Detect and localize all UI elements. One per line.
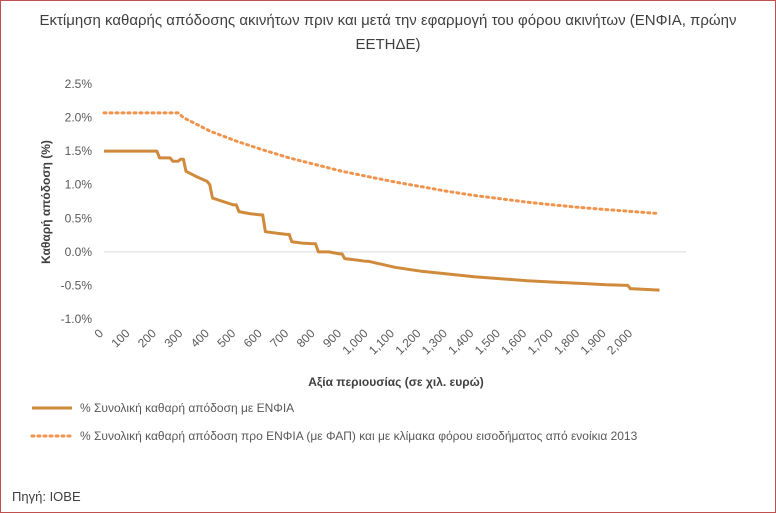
x-axis-title: Αξία περιουσίας (σε χιλ. ευρώ)	[308, 375, 484, 389]
y-tick-label: -0.5%	[61, 278, 93, 292]
x-tick-label: 800	[294, 326, 318, 350]
source-note: Πηγή: ΙΟΒΕ	[12, 489, 81, 504]
x-tick-label: 100	[109, 326, 133, 350]
y-tick-label: 2.5%	[65, 77, 93, 91]
y-tick-label: 1.5%	[65, 144, 93, 158]
x-tick-label: 200	[135, 326, 159, 350]
x-tick-label: 600	[241, 326, 265, 350]
y-tick-label: 0.0%	[65, 245, 93, 259]
x-tick-label: 1,900	[578, 326, 609, 357]
series-line-2	[102, 111, 661, 216]
x-tick-label: 1,800	[551, 326, 582, 357]
x-tick-label: 1,200	[392, 326, 423, 357]
y-tick-label: 1.0%	[65, 178, 93, 192]
x-tick-label: 1,700	[525, 326, 556, 357]
chart-title: Εκτίμηση καθαρής απόδοσης ακινήτων πριν …	[39, 12, 737, 53]
y-tick-label: 0.5%	[65, 211, 93, 225]
y-axis-title: Καθαρή απόδοση (%)	[39, 140, 53, 264]
x-tick-label: 500	[214, 326, 238, 350]
y-tick-labels: 2.5% 2.0% 1.5% 1.0% 0.5% 0.0% -0.5% -1.0%	[61, 77, 93, 326]
legend-label-2: % Συνολική καθαρή απόδοση προ ΕΝΦΙΑ (με …	[80, 429, 638, 443]
legend: % Συνολική καθαρή απόδοση με ΕΝΦΙΑ % Συνο…	[30, 401, 638, 443]
x-tick-label: 1,100	[366, 326, 397, 357]
y-tick-label: 2.0%	[65, 111, 93, 125]
y-tick-label: -1.0%	[61, 312, 93, 326]
x-tick-label: 1,400	[445, 326, 476, 357]
x-tick-label: 1,500	[472, 326, 503, 357]
legend-label-1: % Συνολική καθαρή απόδοση με ΕΝΦΙΑ	[80, 401, 294, 415]
x-tick-label: 400	[188, 326, 212, 350]
x-tick-label: 2,000	[604, 326, 635, 357]
x-tick-label: 300	[161, 326, 185, 350]
x-tick-label: 700	[267, 326, 291, 350]
x-tick-label: 1,300	[419, 326, 450, 357]
series-line-1	[104, 149, 660, 292]
series-lines	[102, 111, 661, 292]
x-tick-label: 0	[91, 326, 106, 341]
x-tick-label: 1,600	[498, 326, 529, 357]
x-tick-labels: 0 100 200 300 400 500 600 700 800 9001,0001,1001,…	[91, 326, 635, 357]
x-tick-label: 1,000	[340, 326, 371, 357]
